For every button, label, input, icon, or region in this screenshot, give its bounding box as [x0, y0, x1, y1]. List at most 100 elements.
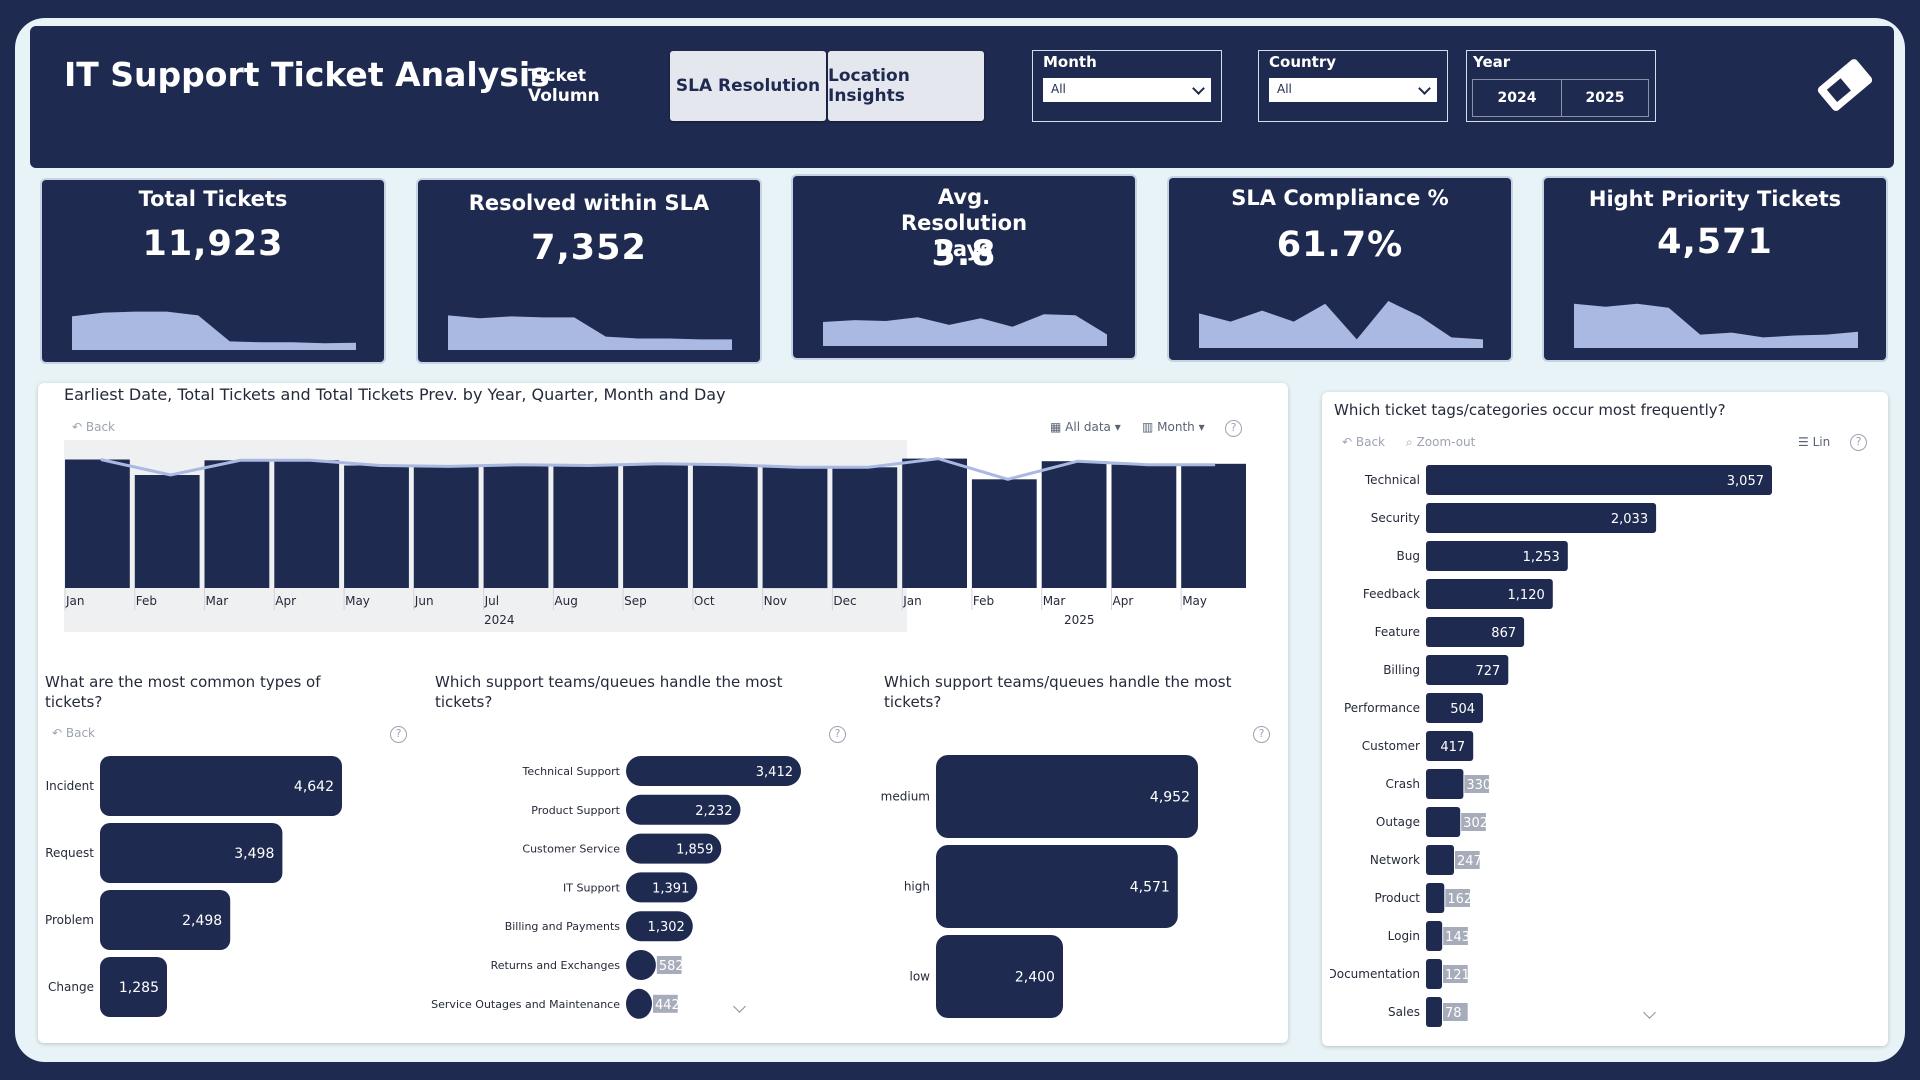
- month-slicer: Month All: [1032, 50, 1222, 122]
- tag-bar[interactable]: [1426, 845, 1454, 875]
- ticket-type-bar[interactable]: [100, 890, 231, 950]
- timeline-bar[interactable]: [623, 463, 688, 588]
- timeline-chart: Jan Feb Mar Apr May Jun Jul Aug Sep Oct Nov Dec Jan F…: [64, 440, 1246, 632]
- tag-value-label: 727: [1475, 664, 1500, 679]
- tag-category-label: Customer: [1362, 739, 1420, 753]
- tag-value-label: 3,057: [1727, 474, 1764, 489]
- timeline-tick-label: Feb: [136, 594, 157, 608]
- timeline-tick-label: Feb: [973, 594, 994, 608]
- tag-bar[interactable]: [1426, 465, 1772, 495]
- tag-bar[interactable]: [1426, 769, 1464, 799]
- ticket-type-value-label: 2,498: [182, 913, 222, 929]
- help-icon[interactable]: ?: [1225, 420, 1242, 437]
- priority-bar[interactable]: [936, 935, 1063, 1018]
- tag-bar[interactable]: [1426, 883, 1445, 913]
- tag-bar[interactable]: [1426, 617, 1525, 647]
- tag-category-label: Billing: [1383, 663, 1420, 677]
- nav-ticket-volume-button[interactable]: Ticket Volumn: [528, 66, 600, 106]
- timeline-tick-label: Mar: [1043, 594, 1066, 608]
- country-slicer-label: Country: [1269, 53, 1337, 71]
- timeline-bar[interactable]: [902, 458, 967, 588]
- timeline-bar[interactable]: [483, 464, 549, 588]
- month-granularity-label: Month: [1157, 420, 1195, 434]
- common-types-back-button[interactable]: ↶ Back: [52, 726, 96, 740]
- kpi-sparkline-area: [1574, 303, 1858, 348]
- tag-value-label: 162: [1447, 892, 1472, 907]
- timeline-bar[interactable]: [762, 467, 828, 589]
- year-axis-label: 2025: [1064, 613, 1095, 627]
- team-bar[interactable]: [626, 988, 652, 1019]
- tag-value-label: 417: [1440, 740, 1465, 755]
- tag-value-background: [1464, 775, 1490, 793]
- ticket-type-bar[interactable]: [100, 823, 283, 883]
- team-bar[interactable]: [626, 756, 801, 786]
- team-bar[interactable]: [626, 950, 656, 980]
- tags-zoom-out-button[interactable]: ⌕ Zoom-out: [1406, 435, 1475, 450]
- timeline-bar[interactable]: [553, 465, 619, 589]
- timeline-bar[interactable]: [692, 464, 758, 588]
- tag-bar[interactable]: [1426, 997, 1442, 1027]
- ticket-type-bar[interactable]: [100, 957, 167, 1017]
- timeline-bar[interactable]: [1181, 463, 1246, 588]
- timeline-bar[interactable]: [1041, 461, 1107, 588]
- team-value-label: 1,391: [652, 881, 689, 896]
- nav-sla-resolution-button[interactable]: SLA Resolution: [670, 51, 826, 121]
- month-dropdown[interactable]: All: [1043, 78, 1211, 102]
- tags-scale-toggle[interactable]: ☰ Lin: [1798, 435, 1830, 449]
- all-data-dropdown[interactable]: ▦ All data ▾: [1050, 420, 1121, 434]
- timeline-tick-label: Jul: [484, 594, 499, 608]
- help-icon[interactable]: ?: [829, 726, 846, 743]
- ticket-type-value-label: 4,642: [294, 779, 334, 795]
- tags-back-label: Back: [1355, 435, 1386, 449]
- priority-bar[interactable]: [936, 755, 1198, 838]
- tag-bar[interactable]: [1426, 503, 1657, 533]
- timeline-bar[interactable]: [344, 465, 409, 589]
- tag-bar[interactable]: [1426, 655, 1509, 685]
- team-bar[interactable]: [626, 833, 722, 864]
- tag-value-label: 1,120: [1508, 588, 1545, 603]
- team-value-label: 582: [659, 959, 684, 974]
- tags-back-button[interactable]: ↶ Back: [1342, 435, 1386, 449]
- help-icon[interactable]: ?: [390, 726, 407, 743]
- timeline-bar[interactable]: [65, 459, 130, 589]
- nav-location-insights-button[interactable]: Location Insights: [828, 51, 984, 121]
- timeline-bar[interactable]: [413, 466, 479, 588]
- timeline-bar[interactable]: [134, 475, 200, 588]
- tag-bar[interactable]: [1426, 541, 1568, 571]
- ticket-type-bar[interactable]: [100, 756, 342, 816]
- help-icon[interactable]: ?: [1253, 726, 1270, 743]
- tag-category-label: Feedback: [1363, 587, 1420, 601]
- timeline-bar[interactable]: [204, 460, 270, 588]
- timeline-bar[interactable]: [1111, 464, 1177, 588]
- tag-bar[interactable]: [1426, 731, 1474, 761]
- team-bar[interactable]: [626, 872, 698, 903]
- team-bar[interactable]: [626, 911, 693, 942]
- timeline-back-button[interactable]: ↶ Back: [72, 420, 116, 434]
- tag-bar[interactable]: [1426, 959, 1442, 989]
- tag-bar[interactable]: [1426, 807, 1461, 837]
- ticket-type-value-label: 1,285: [119, 980, 159, 996]
- team-value-background: [656, 956, 682, 974]
- team-bar[interactable]: [626, 794, 741, 825]
- help-icon[interactable]: ?: [1850, 434, 1867, 451]
- timeline-bar[interactable]: [274, 460, 340, 588]
- tag-bar[interactable]: [1426, 579, 1553, 609]
- year-2025-button[interactable]: 2025: [1561, 79, 1649, 117]
- kpi-card: Total Tickets 11,923: [42, 180, 384, 362]
- month-granularity-dropdown[interactable]: ▥ Month ▾: [1142, 420, 1205, 434]
- priority-bar[interactable]: [936, 845, 1178, 928]
- year-2024-button[interactable]: 2024: [1472, 79, 1562, 117]
- timeline-bar[interactable]: [832, 467, 898, 589]
- team-value-label: 1,302: [648, 920, 685, 935]
- kpi-sparkline-area: [448, 315, 732, 350]
- country-dropdown[interactable]: All: [1269, 78, 1437, 102]
- timeline-bar[interactable]: [971, 479, 1037, 588]
- kpi-value: 11,923: [142, 224, 284, 264]
- bar-chart-icon: ▥: [1142, 420, 1154, 434]
- tag-bar[interactable]: [1426, 921, 1443, 951]
- kpi-title: Total Tickets: [138, 187, 288, 211]
- tag-bar[interactable]: [1426, 693, 1483, 723]
- team-category-label: Product Support: [531, 804, 620, 817]
- priority-category-label: high: [904, 880, 930, 894]
- tag-value-label: 1,253: [1523, 550, 1560, 565]
